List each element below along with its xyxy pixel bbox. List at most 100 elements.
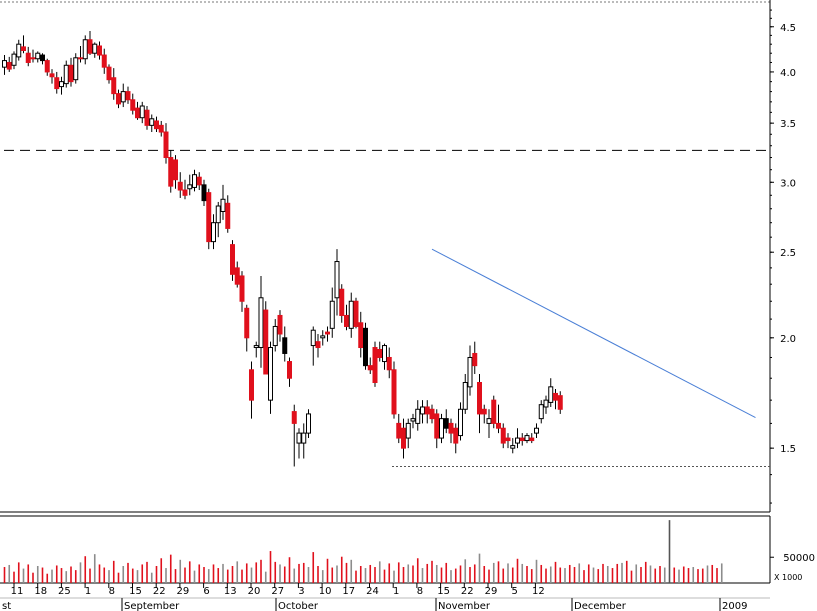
candle-body [467,356,473,388]
candle-body [448,422,454,434]
price-panel: 4.5 4.0 3.5 3.0 2.5 2.0 1.5 [0,0,796,513]
candle-body [382,345,387,363]
candle-body [372,347,378,384]
date-tick-label: 13 [224,586,237,597]
candle-body [310,329,316,347]
candle-body [154,120,159,130]
candle-body [420,406,425,415]
candle-body [496,422,501,429]
price-tick-label: 4.5 [780,23,796,34]
date-tick-label: 22 [461,586,474,597]
candle-body [519,437,525,442]
candle-body [97,45,102,56]
candle-body [54,77,60,90]
candle-body [135,107,140,119]
candle-body [144,109,150,126]
candle-body [363,327,368,367]
candle-body [415,408,421,424]
candle-body [306,413,311,434]
resistance-trendline [431,248,756,419]
candle-body [2,60,7,68]
candle-body [458,408,463,437]
candle-body [410,418,416,422]
date-tick-label: 18 [34,586,47,597]
candle-body [538,404,544,420]
candle-body [377,348,383,358]
time-axis: 11 18 25 1 8 15 22 29 6 13 20 27 3 10 17 24 1 8 15 22 29 5 12 … [0,583,770,611]
candle-body [16,43,22,58]
date-tick-label: 22 [153,586,166,597]
candle-body [434,413,440,439]
candle-body [486,418,492,424]
date-tick-label: 10 [319,586,332,597]
candle-body [78,57,83,60]
candle-body [230,244,235,275]
month-label: December [574,601,627,611]
candle-body [168,157,174,187]
month-label: November [438,601,491,611]
candle-body [510,445,516,449]
date-tick-label: 3 [298,586,304,597]
candle-body [125,91,131,101]
candle-body [177,181,183,191]
candle-body [139,105,145,119]
candle-body [173,159,178,181]
candle-body [196,176,202,186]
candle-body [548,386,554,403]
candle-body [263,309,269,375]
price-tick-label: 3.5 [780,119,796,130]
candle-body [35,52,41,60]
candle-body [287,361,292,379]
candle-body [44,60,50,73]
candle-body [424,406,430,415]
candle-body [301,432,307,444]
candle-body [524,435,530,442]
candle-body [149,118,155,126]
candle-body [401,427,406,449]
candle-body [106,66,112,81]
candle-body [49,73,55,78]
date-tick-label: 15 [437,586,450,597]
candle-body [82,39,88,60]
date-tick-label: 8 [417,586,423,597]
date-tick-label: 1 [85,586,91,597]
candle-body [529,437,535,442]
volume-unit-label: X 1000 [774,573,802,582]
month-label: st [2,601,11,611]
candle-body [367,365,373,371]
candle-body [116,93,121,105]
volume-tick-label: 50000 [783,553,815,564]
date-tick-label: 20 [248,586,261,597]
date-tick-label: 8 [109,586,115,597]
candle-body [272,325,278,347]
candle-body [59,81,64,88]
price-tick-label: 2.5 [780,248,796,259]
candle-body [201,184,207,202]
candle-body [21,46,26,51]
candle-body [182,189,188,196]
candle-body [353,300,359,327]
candle-body [339,288,345,316]
candle-body [439,418,444,439]
candle-body [277,314,283,335]
candle-body [325,331,330,335]
candle-body [500,427,506,444]
date-tick-label: 27 [271,586,284,597]
candle-body [192,174,197,188]
candle-body [220,198,226,212]
candle-body [234,267,240,285]
candle-body [111,77,117,95]
candle-body [534,427,539,434]
candle-body [348,300,354,329]
candle-body [515,437,520,444]
candle-body [187,184,193,190]
date-tick-label: 1 [393,586,399,597]
month-label: September [124,601,180,611]
candle-body [505,437,511,442]
candle-body [225,202,231,229]
candle-body [11,53,17,66]
candle-body [453,427,459,444]
candle-body [206,192,212,243]
candle-body [477,382,482,415]
